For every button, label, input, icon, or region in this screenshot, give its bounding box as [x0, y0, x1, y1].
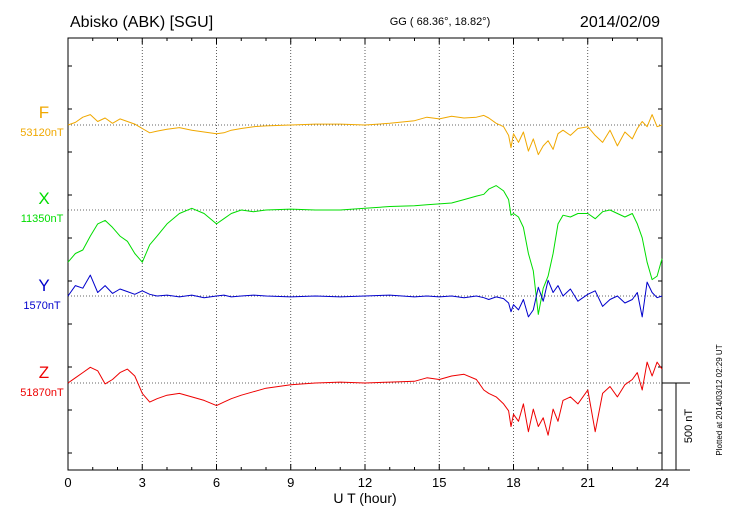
series-baseline-x: 11350nT — [21, 213, 64, 225]
vertical-gridlines — [141, 38, 589, 470]
scale-bar-label: 500 nT — [683, 409, 695, 444]
x-tick-label: 9 — [287, 475, 294, 490]
series-baseline-f: 53120nT — [20, 127, 64, 139]
series-baseline-y: 1570nT — [23, 300, 61, 312]
series-line-z — [67, 361, 663, 436]
plot-date: 2014/02/09 — [580, 14, 660, 31]
x-tick-label: 0 — [64, 475, 71, 490]
series-labels: F 53120nT X 11350nT Y 1570nT Z 51870nT — [20, 103, 64, 399]
x-tick-label: 24 — [655, 475, 669, 490]
series-line-x — [67, 185, 663, 315]
station-title: Abisko (ABK) [SGU] — [70, 14, 213, 31]
series-line-y — [67, 274, 663, 318]
x-tick-labels: 0 3 6 9 12 15 18 21 24 — [64, 475, 669, 490]
x-tick-label: 3 — [139, 475, 146, 490]
x-tick-label: 12 — [358, 475, 372, 490]
plot-timestamp: Plotted at 2014/03/12 02:29 UT — [715, 344, 724, 455]
x-tick-label: 18 — [506, 475, 520, 490]
geo-coordinates: GG ( 68.36°, 18.82°) — [390, 16, 491, 28]
series-name-x: X — [38, 189, 49, 208]
axis-ticks — [67, 38, 663, 470]
x-tick-label: 15 — [432, 475, 446, 490]
series-baseline-z: 51870nT — [20, 387, 64, 399]
x-tick-label: 6 — [213, 475, 220, 490]
x-tick-label: 21 — [581, 475, 595, 490]
series-name-z: Z — [39, 363, 49, 382]
series-lines — [67, 114, 663, 436]
x-axis-label: U T (hour) — [333, 490, 396, 506]
scale-bar: 500 nT — [662, 382, 695, 471]
series-name-f: F — [39, 103, 49, 122]
series-line-f — [67, 114, 663, 156]
series-name-y: Y — [38, 276, 49, 295]
